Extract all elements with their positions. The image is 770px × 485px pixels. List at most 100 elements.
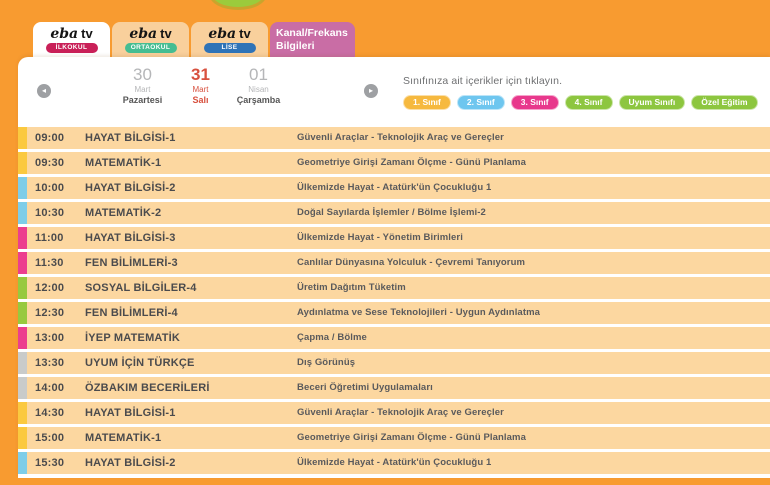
eba-tv-logo: eba tv xyxy=(50,27,92,41)
filter-button-4[interactable]: 4. Sınıf xyxy=(564,95,613,110)
row-time: 11:30 xyxy=(35,257,64,269)
row-time: 14:30 xyxy=(35,407,65,419)
filter-buttons: 1. Sınıf 2. Sınıf 3. Sınıf 4. Sınıf Uyum Sın… xyxy=(403,95,758,110)
tab-label: Kanal/Frekans Bilgileri xyxy=(276,27,348,53)
grade-color-bar xyxy=(18,202,27,224)
eba-tv-logo: eba tv xyxy=(208,27,250,41)
table-row: 10:00 HAYAT BİLGİSİ-2 Ülkemizde Hayat - At… xyxy=(18,177,770,199)
tv-wordmark: tv xyxy=(160,25,172,41)
table-row: 11:30 FEN BİLİMLERİ-3 Canlılar Dünyasına Y… xyxy=(18,252,770,274)
tv-wordmark: tv xyxy=(81,25,93,41)
prev-arrow-icon: ◂ xyxy=(41,86,46,95)
row-topic: Çapma / Bölme xyxy=(297,332,367,343)
next-day-button[interactable]: ▸ xyxy=(364,84,378,98)
row-time: 10:30 xyxy=(35,207,65,219)
table-row: 10:30 MATEMATİK-2 Doğal Sayılarda İşlemler… xyxy=(18,202,770,224)
row-time: 09:30 xyxy=(35,157,65,169)
table-row: 13:00 İYEP MATEMATİK Çapma / Bölme xyxy=(18,327,770,349)
grade-color-bar xyxy=(18,427,27,449)
row-lesson: HAYAT BİLGİSİ-2 xyxy=(85,182,176,194)
date-item-31[interactable]: 31 Mart Salı xyxy=(172,65,229,106)
prev-day-button[interactable]: ◂ xyxy=(37,84,51,98)
row-topic: Üretim Dağıtım Tüketim xyxy=(297,282,406,293)
row-topic: Güvenli Araçlar - Teknolojik Araç ve Ger… xyxy=(297,407,504,418)
row-topic: Doğal Sayılarda İşlemler / Bölme İşlemi-… xyxy=(297,207,486,218)
row-topic: Ülkemizde Hayat - Atatürk'ün Çocukluğu 1 xyxy=(297,457,492,468)
filter-button-5[interactable]: Uyum Sınıfı xyxy=(618,95,686,110)
row-topic: Geometriye Girişi Zamanı Ölçme - Günü Pl… xyxy=(297,157,526,168)
table-row: 09:00 HAYAT BİLGİSİ-1 Güvenli Araçlar - Te… xyxy=(18,127,770,149)
tab-badge-ortaokul: ORTAOKUL xyxy=(124,42,177,53)
grade-color-bar xyxy=(18,277,27,299)
filter-button-1[interactable]: 1. Sınıf xyxy=(403,95,451,110)
date-day-number: 31 xyxy=(191,65,210,84)
row-lesson: HAYAT BİLGİSİ-3 xyxy=(85,232,176,244)
row-time: 13:30 xyxy=(35,357,65,369)
row-topic: Aydınlatma ve Sese Teknolojileri - Uygun… xyxy=(297,307,541,318)
row-topic: Ülkemizde Hayat - Atatürk'ün Çocukluğu 1 xyxy=(297,182,492,193)
row-lesson: ÖZBAKIM BECERİLERİ xyxy=(85,382,210,394)
eba-wordmark: eba xyxy=(208,25,237,42)
table-row: 14:00 ÖZBAKIM BECERİLERİ Beceri Öğretimi U… xyxy=(18,377,770,399)
schedule-card: ◂ 30 Mart Pazartesi 31 Mart Salı 01 Nisan Çarşam… xyxy=(18,57,770,478)
tab-badge-ilkokul: İLKOKUL xyxy=(45,42,98,53)
row-lesson: FEN BİLİMLERİ-4 xyxy=(85,307,178,319)
row-time: 09:00 xyxy=(35,132,65,144)
table-row: 15:30 HAYAT BİLGİSİ-2 Ülkemizde Hayat - At… xyxy=(18,452,770,474)
grade-color-bar xyxy=(18,327,27,349)
row-lesson: MATEMATİK-1 xyxy=(85,432,162,444)
date-weekday: Çarşamba xyxy=(236,95,281,105)
grade-color-bar xyxy=(18,252,27,274)
grade-color-bar xyxy=(18,302,27,324)
grade-color-bar xyxy=(18,402,27,424)
eba-wordmark: eba xyxy=(50,25,79,42)
tab-lise[interactable]: eba tv LİSE xyxy=(191,22,268,57)
date-item-30[interactable]: 30 Mart Pazartesi xyxy=(114,65,171,106)
grade-color-bar xyxy=(18,227,27,249)
filter-button-6[interactable]: Özel Eğitim xyxy=(691,95,758,110)
row-lesson: FEN BİLİMLERİ-3 xyxy=(85,257,178,269)
row-topic: Canlılar Dünyasına Yolculuk - Çevremi Ta… xyxy=(297,257,526,268)
row-time: 12:00 xyxy=(35,282,65,294)
schedule-table: 09:00 HAYAT BİLGİSİ-1 Güvenli Araçlar - Te… xyxy=(18,127,770,477)
row-time: 15:00 xyxy=(35,432,65,444)
row-time: 11:00 xyxy=(35,232,64,244)
table-row: 11:00 HAYAT BİLGİSİ-3 Ülkemizde Hayat - Yö… xyxy=(18,227,770,249)
row-topic: Ülkemizde Hayat - Yönetim Birimleri xyxy=(297,232,463,243)
row-lesson: HAYAT BİLGİSİ-1 xyxy=(85,132,176,144)
date-item-01[interactable]: 01 Nisan Çarşamba xyxy=(230,65,287,106)
row-lesson: İYEP MATEMATİK xyxy=(85,332,181,344)
tab-ilkokul[interactable]: eba tv İLKOKUL xyxy=(33,22,110,57)
row-lesson: UYUM İÇİN TÜRKÇE xyxy=(85,357,195,369)
filters-panel: Sınıfınıza ait içerikler için tıklayın. … xyxy=(403,75,758,110)
date-month: Mart xyxy=(134,85,151,94)
grade-color-bar xyxy=(18,352,27,374)
date-day-number: 01 xyxy=(249,65,268,84)
filter-button-3[interactable]: 3. Sınıf xyxy=(510,95,559,110)
date-weekday: Salı xyxy=(192,95,209,105)
row-time: 15:30 xyxy=(35,457,65,469)
tab-badge-lise: LİSE xyxy=(203,42,256,53)
table-row: 15:00 MATEMATİK-1 Geometriye Girişi Zamanı… xyxy=(18,427,770,449)
tv-wordmark: tv xyxy=(239,25,251,41)
filters-label: Sınıfınıza ait içerikler için tıklayın. xyxy=(403,75,563,87)
filter-button-2[interactable]: 2. Sınıf xyxy=(456,95,505,110)
grade-color-bar xyxy=(18,152,27,174)
row-time: 10:00 xyxy=(35,182,65,194)
grade-color-bar xyxy=(18,377,27,399)
row-time: 12:30 xyxy=(35,307,65,319)
grade-color-bar xyxy=(18,177,27,199)
row-topic: Dış Görünüş xyxy=(297,357,356,368)
next-arrow-icon: ▸ xyxy=(368,86,373,95)
row-lesson: MATEMATİK-2 xyxy=(85,207,162,219)
table-row: 14:30 HAYAT BİLGİSİ-1 Güvenli Araçlar - Te… xyxy=(18,402,770,424)
row-lesson: HAYAT BİLGİSİ-1 xyxy=(85,407,176,419)
eba-logo-partial-icon xyxy=(209,0,267,10)
date-month: Nisan xyxy=(248,85,269,94)
tab-kanal-frekans[interactable]: Kanal/Frekans Bilgileri xyxy=(270,22,355,57)
row-lesson: SOSYAL BİLGİLER-4 xyxy=(85,282,197,294)
row-topic: Güvenli Araçlar - Teknolojik Araç ve Ger… xyxy=(297,132,504,143)
tab-ortaokul[interactable]: eba tv ORTAOKUL xyxy=(112,22,189,57)
row-time: 13:00 xyxy=(35,332,65,344)
